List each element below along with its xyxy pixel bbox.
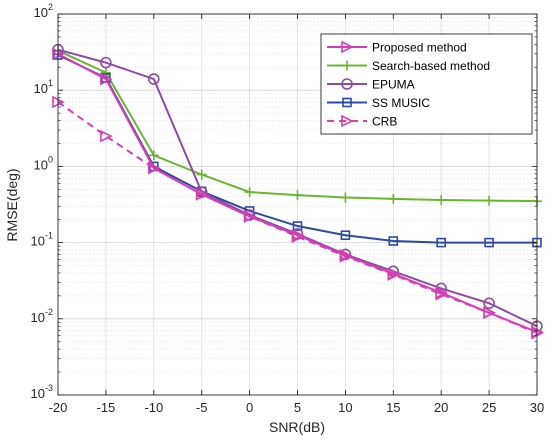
legend-label: Proposed method xyxy=(372,41,467,55)
x-tick-label: -5 xyxy=(196,400,208,415)
data-point-crb xyxy=(435,287,448,301)
data-point-search-based-method xyxy=(484,195,495,206)
data-point-search-based-method xyxy=(436,195,447,206)
legend-marker xyxy=(342,97,352,108)
series-layer xyxy=(52,43,544,340)
data-point-ss-music xyxy=(388,236,399,246)
y-tick-label: 102 xyxy=(34,2,53,20)
legend-marker xyxy=(341,78,353,90)
legend-label: Search-based method xyxy=(372,59,490,73)
legend-item-crb: CRB xyxy=(327,115,397,129)
series-line-crb xyxy=(57,101,538,334)
legend-marker xyxy=(342,60,352,71)
data-point-crb xyxy=(195,188,209,201)
ticks: -20 -15 -10 -5 0 5 10 15 20 25 30 10-3 10-2 10-1 100 10… xyxy=(31,2,545,415)
x-tick-label: 30 xyxy=(530,400,544,415)
legend-item-proposed-method: Proposed method xyxy=(327,41,467,55)
y-tick-label: 101 xyxy=(34,78,53,96)
data-point-epuma xyxy=(100,56,112,69)
x-tick-label: 25 xyxy=(482,400,496,415)
x-tick-label: -15 xyxy=(97,400,116,415)
data-point-search-based-method xyxy=(148,150,159,161)
series-crb xyxy=(52,95,544,340)
legend-label: CRB xyxy=(372,115,397,129)
data-point-search-based-method xyxy=(388,193,399,204)
data-point-epuma xyxy=(483,297,495,310)
data-point-search-based-method xyxy=(292,190,303,201)
data-point-search-based-method xyxy=(196,169,207,180)
legend-marker xyxy=(341,40,354,54)
y-tick-label: 10-2 xyxy=(31,307,53,325)
data-point-ss-music xyxy=(292,221,303,231)
data-point-epuma xyxy=(148,73,160,85)
data-point-ss-music xyxy=(340,230,351,241)
legend-item-epuma: EPUMA xyxy=(327,78,415,92)
data-point-ss-music xyxy=(436,237,447,248)
x-tick-label: 15 xyxy=(386,400,400,415)
data-point-crb xyxy=(291,230,305,243)
data-point-search-based-method xyxy=(340,192,351,203)
legend: Proposed method Search-based method EPUMA S… xyxy=(320,33,533,135)
x-axis-label: SNR(dB) xyxy=(269,419,325,435)
data-point-proposed-method xyxy=(100,72,113,86)
legend-item-search-based-method: Search-based method xyxy=(327,59,490,73)
y-tick-label: 100 xyxy=(34,154,53,172)
y-tick-label: 10-1 xyxy=(31,231,53,249)
x-tick-label: 5 xyxy=(294,400,301,415)
x-tick-label: 20 xyxy=(434,400,448,415)
legend-marker xyxy=(341,114,354,128)
legend-item-ss-music: SS MUSIC xyxy=(327,96,430,110)
y-axis-label: RMSE(deg) xyxy=(4,168,20,241)
data-point-ss-music xyxy=(484,237,494,248)
x-tick-label: -10 xyxy=(144,400,163,415)
x-tick-label: 10 xyxy=(338,400,352,415)
data-point-crb xyxy=(339,250,353,263)
legend-label: EPUMA xyxy=(372,78,415,92)
data-point-crb xyxy=(483,306,496,320)
data-point-search-based-method xyxy=(244,187,255,198)
y-tick-label: 10-3 xyxy=(31,383,53,401)
legend-label: SS MUSIC xyxy=(372,96,430,110)
x-tick-label: 0 xyxy=(246,400,253,415)
data-point-crb xyxy=(243,210,257,223)
x-tick-label: -20 xyxy=(49,400,68,415)
data-point-crb xyxy=(387,268,401,281)
data-point-crb xyxy=(100,129,113,143)
data-point-crb xyxy=(148,161,161,175)
